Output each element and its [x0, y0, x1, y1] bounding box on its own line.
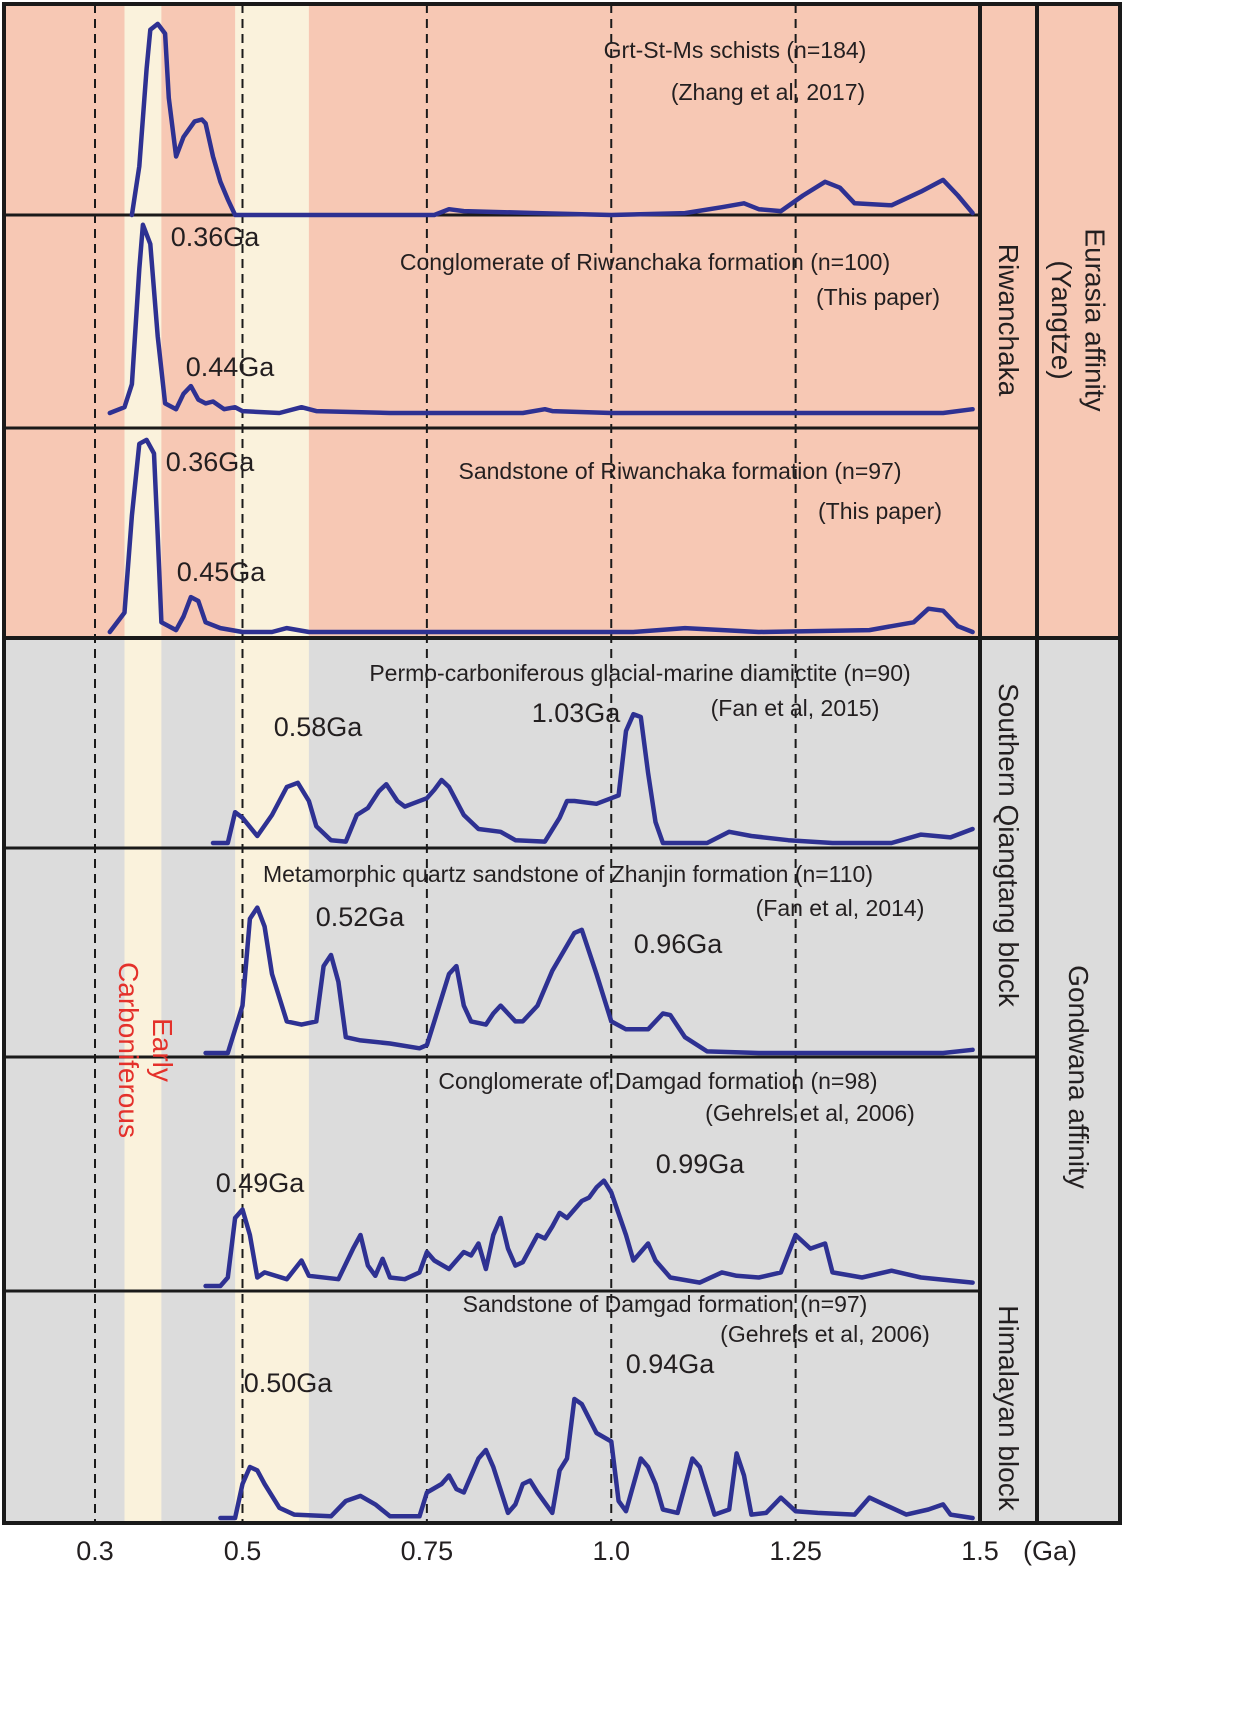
panel-title-0: Grt-St-Ms schists (n=184): [604, 37, 867, 63]
panel-source-1: (This paper): [816, 284, 940, 310]
affinity-label-eurasia-line-0: Eurasia affinity: [1080, 228, 1111, 411]
age-curve-1: [107, 222, 975, 416]
panel-source-5: (Gehrels et al, 2006): [705, 1100, 915, 1126]
figure-border: [2, 2, 1122, 1525]
panel-source-0: (Zhang et al, 2017): [671, 79, 865, 105]
panel-title-1: Conglomerate of Riwanchaka formation (n=…: [400, 249, 890, 275]
panel-title-5: Conglomerate of Damgad formation (n=98): [438, 1068, 877, 1094]
group-label-himalayan: Himalayan block: [993, 1305, 1024, 1511]
band-label-line-0: Early: [147, 1018, 178, 1082]
peak-label-5-0: 0.49Ga: [216, 1168, 306, 1198]
x-tick-label-0: 0.3: [76, 1536, 114, 1566]
eurasia-background: [4, 4, 1120, 638]
panel-title-3: Permo-carboniferous glacial-marine diami…: [369, 660, 910, 686]
background-layer: [4, 4, 1120, 1523]
peak-label-4-0: 0.52Ga: [316, 902, 406, 932]
x-tick-label-3: 1.0: [592, 1536, 630, 1566]
panel-borders-layer: [2, 2, 1122, 1525]
affinity-label-gondwana: Gondwana affinity: [1063, 965, 1094, 1189]
affinity-label-eurasia-line-1: (Yangtze): [1046, 260, 1077, 379]
panel-source-3: (Fan et al, 2015): [711, 695, 880, 721]
panel-source-6: (Gehrels et al, 2006): [720, 1321, 930, 1347]
age-curve-4: [203, 905, 975, 1056]
peak-label-1-1: 0.44Ga: [186, 352, 276, 382]
age-curve-3: [210, 711, 975, 846]
peak-label-2-0: 0.36Ga: [166, 447, 256, 477]
x-tick-label-2: 0.75: [401, 1536, 454, 1566]
x-axis-unit: (Ga): [1023, 1536, 1077, 1566]
age-curve-0: [129, 21, 975, 218]
reference-lines-layer: [94, 4, 797, 1523]
peak-label-2-1: 0.45Ga: [177, 557, 267, 587]
band-label-early-carboniferous: EarlyCarboniferous: [113, 962, 178, 1138]
peak-label-6-0: 0.50Ga: [244, 1368, 334, 1398]
panel-title-6: Sandstone of Damgad formation (n=97): [463, 1291, 868, 1317]
age-curve-5: [203, 1178, 975, 1289]
age-curve-6: [218, 1396, 975, 1521]
peak-label-4-1: 0.96Ga: [634, 929, 724, 959]
peak-label-5-1: 0.99Ga: [656, 1149, 746, 1179]
panel-title-2: Sandstone of Riwanchaka formation (n=97): [458, 458, 901, 484]
affinity-label-eurasia: Eurasia affinity(Yangtze): [1046, 228, 1111, 411]
peak-label-6-1: 0.94Ga: [626, 1349, 716, 1379]
gondwana-background: [4, 638, 1120, 1523]
x-tick-label-1: 0.5: [224, 1536, 262, 1566]
peak-label-3-0: 0.58Ga: [274, 712, 364, 742]
x-axis-layer: 0.3 0.5 0.75 1.0 1.25 1.5 (Ga): [76, 1536, 1077, 1566]
group-label-southern-qiangtang: Southern Qiangtang block: [993, 683, 1024, 1008]
peak-label-3-1: 1.03Ga: [532, 698, 622, 728]
x-tick-label-5: 1.5: [961, 1536, 999, 1566]
group-label-riwanchaka: Riwanchaka: [993, 244, 1024, 397]
panel-source-4: (Fan et al, 2014): [756, 895, 925, 921]
panel-source-2: (This paper): [818, 498, 942, 524]
age-curve-2: [107, 437, 975, 635]
band-label-line-1: Carboniferous: [113, 962, 144, 1138]
panel-title-4: Metamorphic quartz sandstone of Zhanjin …: [263, 861, 873, 887]
text-layer: Grt-St-Ms schists (n=184) (Zhang et al, 2…: [113, 37, 942, 1398]
side-labels-layer: Riwanchaka Southern Qiangtang block Himala…: [993, 228, 1111, 1511]
peak-label-1-0: 0.36Ga: [171, 222, 261, 252]
highlight-band-0: [124, 4, 162, 1523]
curves-layer: [107, 21, 975, 1521]
x-tick-label-4: 1.25: [769, 1536, 822, 1566]
